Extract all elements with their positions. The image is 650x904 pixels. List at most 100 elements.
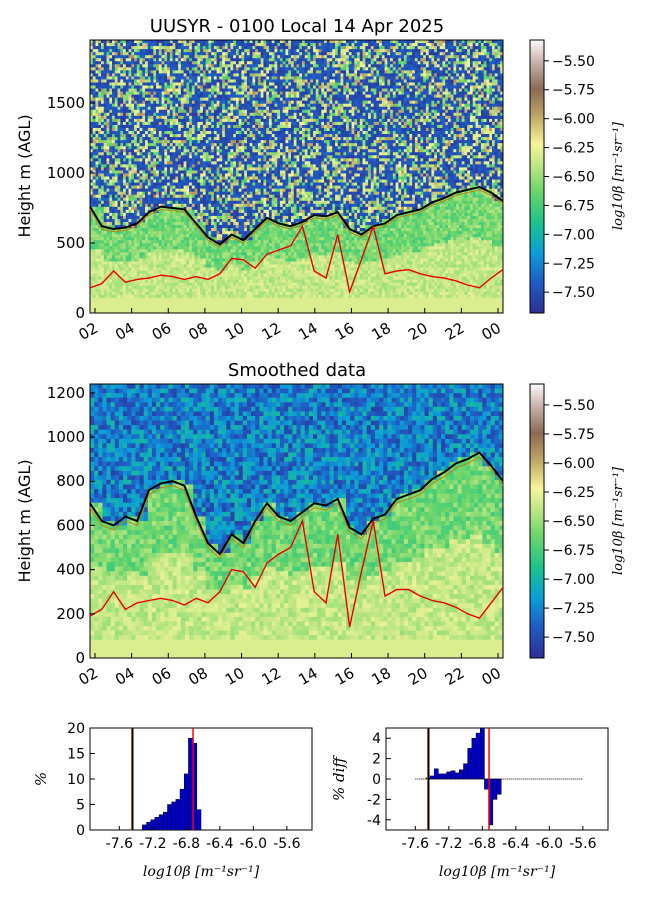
heatmap-cell xyxy=(139,158,143,162)
heatmap-cell xyxy=(150,97,154,102)
heatmap-cell xyxy=(233,149,237,153)
heatmap-cell xyxy=(172,170,176,174)
heatmap-cell xyxy=(175,40,179,44)
heatmap-cell xyxy=(211,255,215,259)
heatmap-cell xyxy=(235,197,240,202)
heatmap-cell xyxy=(191,46,196,50)
heatmap-cell xyxy=(233,297,237,302)
heatmap-cell xyxy=(186,143,190,147)
heatmap-cell xyxy=(178,97,182,102)
heatmap-cell xyxy=(241,131,245,135)
heatmap-cell xyxy=(98,276,102,281)
heatmap-cell xyxy=(235,88,240,92)
heatmap-cell xyxy=(95,79,99,83)
heatmap-cell xyxy=(224,261,229,265)
heatmap-cell xyxy=(134,209,138,214)
heatmap-cell xyxy=(103,215,107,220)
heatmap-cell xyxy=(208,173,212,177)
heatmap-cell xyxy=(211,243,215,247)
heatmap-cell xyxy=(109,55,113,59)
heatmap-cell xyxy=(136,309,140,314)
heatmap-cell xyxy=(117,191,121,196)
heatmap-cell xyxy=(150,291,154,296)
heatmap-cell xyxy=(106,152,110,156)
heatmap-cell xyxy=(106,109,110,114)
heatmap-cell xyxy=(139,231,143,235)
heatmap-cell xyxy=(200,270,204,274)
heatmap-cell xyxy=(186,91,190,95)
heatmap-cell xyxy=(98,49,102,53)
heatmap-cell xyxy=(169,237,173,241)
heatmap-cell xyxy=(156,118,160,123)
heatmap-cell xyxy=(103,182,107,186)
heatmap-cell xyxy=(189,303,193,308)
heatmap-cell xyxy=(90,212,94,217)
heatmap-cell xyxy=(194,237,198,241)
heatmap-cell xyxy=(101,206,105,211)
heatmap-cell xyxy=(114,170,118,174)
heatmap-cell xyxy=(235,164,240,168)
heatmap-cell xyxy=(186,134,190,138)
heatmap-cell xyxy=(180,285,185,290)
heatmap-cell xyxy=(222,285,226,290)
heatmap-cell xyxy=(101,246,105,250)
heatmap-cell xyxy=(103,249,107,253)
heatmap-cell xyxy=(216,97,220,102)
heatmap-cell xyxy=(92,97,96,102)
heatmap-cell xyxy=(213,258,218,262)
heatmap-cell xyxy=(156,282,160,287)
heatmap-cell xyxy=(142,209,146,214)
heatmap-cell xyxy=(167,158,171,162)
heatmap-cell xyxy=(153,82,157,86)
heatmap-cell xyxy=(175,288,179,293)
heatmap-cell xyxy=(219,285,223,290)
heatmap-cell xyxy=(169,255,173,259)
heatmap-cell xyxy=(189,103,193,108)
heatmap-cell xyxy=(202,88,207,92)
heatmap-cell xyxy=(114,124,118,129)
heatmap-cell xyxy=(178,40,182,44)
heatmap-cell xyxy=(161,218,165,223)
heatmap-cell xyxy=(172,85,176,89)
heatmap-cell xyxy=(142,234,146,238)
heatmap-cell xyxy=(183,55,187,59)
heatmap-cell xyxy=(189,182,193,186)
heatmap-cell xyxy=(238,76,242,80)
heatmap-cell xyxy=(189,115,193,120)
heatmap-cell xyxy=(235,228,240,232)
heatmap-cell xyxy=(134,97,138,102)
heatmap-cell xyxy=(178,285,182,290)
heatmap-cell xyxy=(227,121,231,126)
heatmap-cell xyxy=(101,243,105,247)
heatmap-cell xyxy=(233,176,237,180)
heatmap-cell xyxy=(136,55,140,59)
heatmap-cell xyxy=(186,218,190,223)
heatmap-cell xyxy=(147,264,151,268)
heatmap-cell xyxy=(120,131,124,135)
heatmap-cell xyxy=(134,94,138,99)
heatmap-cell xyxy=(224,231,229,235)
heatmap-cell xyxy=(125,152,129,156)
heatmap-cell xyxy=(233,231,237,235)
heatmap-cell xyxy=(211,273,215,277)
heatmap-cell xyxy=(142,203,146,208)
heatmap-cell xyxy=(238,206,242,211)
heatmap-cell xyxy=(189,294,193,299)
heatmap-cell xyxy=(109,137,113,141)
heatmap-cell xyxy=(172,143,176,147)
heatmap-cell xyxy=(213,152,218,156)
heatmap-cell xyxy=(123,276,127,281)
heatmap-cell xyxy=(180,237,185,241)
heatmap-cell xyxy=(161,58,165,62)
heatmap-cell xyxy=(120,115,124,120)
heatmap-cell xyxy=(233,270,237,274)
heatmap-cell xyxy=(161,52,165,56)
heatmap-cell xyxy=(224,282,229,287)
heatmap-cell xyxy=(90,297,94,302)
heatmap-cell xyxy=(211,267,215,271)
heatmap-cell xyxy=(161,200,165,205)
heatmap-cell xyxy=(233,267,237,271)
heatmap-cell xyxy=(90,115,94,120)
heatmap-cell xyxy=(164,173,168,177)
heatmap-cell xyxy=(112,149,116,153)
